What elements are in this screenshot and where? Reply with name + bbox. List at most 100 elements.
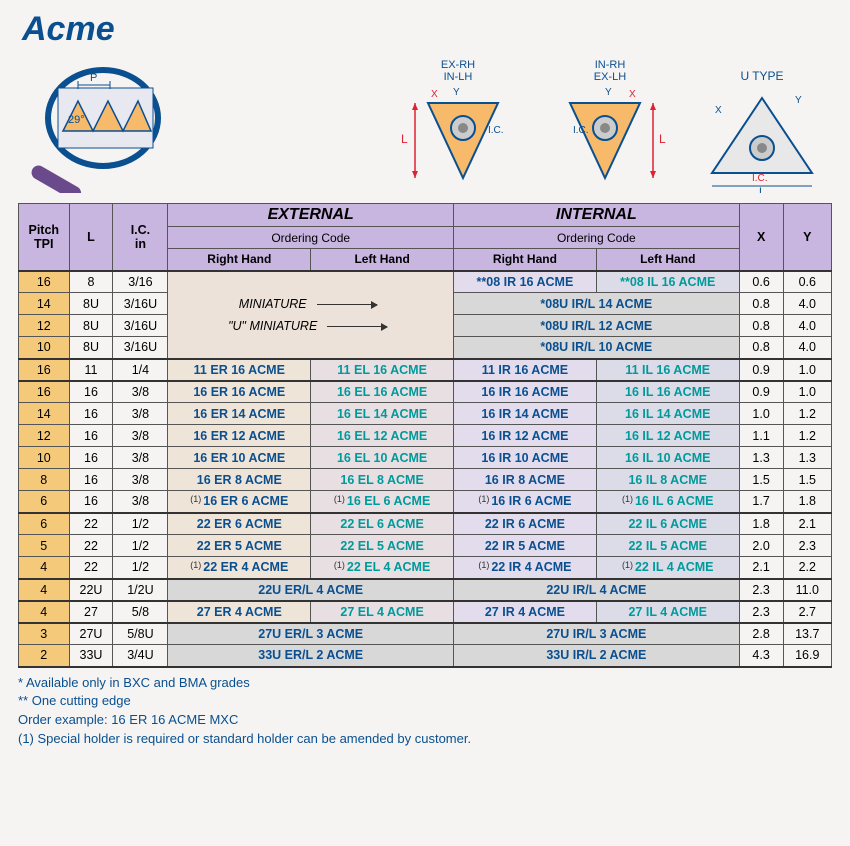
table-cell: 2.3	[739, 601, 783, 623]
table-cell: 2.1	[739, 557, 783, 579]
hdr-L: L	[69, 204, 113, 271]
table-cell: 2.2	[783, 557, 831, 579]
table-cell: 22 EL 5 ACME	[311, 535, 454, 557]
thread-profile-diagram: P 29°	[18, 53, 218, 195]
table-cell: 1.2	[783, 403, 831, 425]
miniature-note: MINIATURE"U" MINIATURE	[168, 271, 454, 359]
table-cell: 0.6	[739, 271, 783, 293]
table-cell: *08U IR/L 10 ACME	[454, 337, 740, 359]
table-cell: 11 ER 16 ACME	[168, 359, 311, 381]
table-cell: 11 EL 16 ACME	[311, 359, 454, 381]
table-cell: 6	[19, 491, 70, 513]
table-cell: 16 IR 16 ACME	[454, 381, 597, 403]
table-cell: (1)22 IL 4 ACME	[596, 557, 739, 579]
table-cell: 1.2	[783, 425, 831, 447]
table-cell: 10	[19, 337, 70, 359]
lbl-in-lh: IN-LH	[444, 71, 473, 83]
table-cell: 0.9	[739, 381, 783, 403]
table-cell: 6	[19, 513, 70, 535]
table-cell: 11	[69, 359, 113, 381]
footnote: ** One cutting edge	[18, 692, 832, 711]
table-cell: 3/16U	[113, 337, 168, 359]
table-cell: (1)16 ER 6 ACME	[168, 491, 311, 513]
hdr-X: X	[739, 204, 783, 271]
table-cell: 3/8	[113, 447, 168, 469]
table-cell: 5	[19, 535, 70, 557]
insert-diagram-in-rh: IN-RH EX-LH I.C. L X Y	[540, 59, 680, 195]
footnote: Order example: 16 ER 16 ACME MXC	[18, 711, 832, 730]
table-cell: 22 IR 6 ACME	[454, 513, 597, 535]
table-cell: 16 IR 8 ACME	[454, 469, 597, 491]
table-cell: 0.9	[739, 359, 783, 381]
table-cell: 2	[19, 645, 70, 667]
table-cell: 11.0	[783, 579, 831, 601]
table-cell: 1.0	[739, 403, 783, 425]
table-cell: 22 IL 6 ACME	[596, 513, 739, 535]
table-cell: 3/8	[113, 491, 168, 513]
svg-text:I.C.: I.C.	[752, 173, 768, 184]
table-cell: 22U	[69, 579, 113, 601]
table-cell: 10	[19, 447, 70, 469]
table-cell: 16 ER 12 ACME	[168, 425, 311, 447]
table-cell: 16 IL 16 ACME	[596, 381, 739, 403]
lbl-in-rh: IN-RH	[595, 59, 626, 71]
table-cell: 16 ER 8 ACME	[168, 469, 311, 491]
table-cell: 1/2U	[113, 579, 168, 601]
table-cell: 16 EL 16 ACME	[311, 381, 454, 403]
table-cell: 3/16U	[113, 293, 168, 315]
svg-text:X: X	[629, 89, 636, 100]
svg-text:X: X	[715, 105, 722, 116]
table-cell: 1.0	[783, 381, 831, 403]
svg-text:L: L	[759, 186, 765, 193]
table-cell: 16 IL 14 ACME	[596, 403, 739, 425]
svg-text:Y: Y	[605, 87, 612, 98]
table-cell: 16 IL 12 ACME	[596, 425, 739, 447]
table-cell: 22	[69, 557, 113, 579]
table-cell: 5/8	[113, 601, 168, 623]
table-cell: 1/2	[113, 557, 168, 579]
table-cell: 16.9	[783, 645, 831, 667]
table-cell: 3/4U	[113, 645, 168, 667]
table-cell: 3/8	[113, 469, 168, 491]
table-cell: 22U IR/L 4 ACME	[454, 579, 740, 601]
svg-text:X: X	[431, 89, 438, 100]
table-cell: 22 IR 5 ACME	[454, 535, 597, 557]
svg-text:L: L	[659, 132, 666, 146]
spec-table: PitchTPI L I.C.in EXTERNAL INTERNAL X Y …	[18, 203, 832, 668]
table-cell: 0.8	[739, 315, 783, 337]
table-body: 1683/16MINIATURE"U" MINIATURE**08 IR 16 …	[19, 271, 832, 667]
table-cell: 22U ER/L 4 ACME	[168, 579, 454, 601]
table-cell: 1.5	[783, 469, 831, 491]
hdr-ext-rh: Right Hand	[168, 249, 311, 271]
table-cell: 2.0	[739, 535, 783, 557]
table-cell: 16 IR 10 ACME	[454, 447, 597, 469]
hdr-ext-lh: Left Hand	[311, 249, 454, 271]
table-cell: 27U	[69, 623, 113, 645]
page-title: Acme	[22, 10, 832, 49]
table-cell: 1.7	[739, 491, 783, 513]
table-cell: (1)22 EL 4 ACME	[311, 557, 454, 579]
table-cell: 27U IR/L 3 ACME	[454, 623, 740, 645]
footnote: (1) Special holder is required or standa…	[18, 730, 832, 749]
table-cell: 14	[19, 293, 70, 315]
hdr-external: EXTERNAL	[168, 204, 454, 227]
table-cell: 16	[69, 469, 113, 491]
table-cell: 16	[69, 381, 113, 403]
table-cell: 1.5	[739, 469, 783, 491]
table-cell: 22	[69, 513, 113, 535]
table-cell: 16 ER 10 ACME	[168, 447, 311, 469]
table-cell: 4	[19, 579, 70, 601]
table-cell: 33U IR/L 2 ACME	[454, 645, 740, 667]
table-cell: 1/4	[113, 359, 168, 381]
table-cell: 16 ER 16 ACME	[168, 381, 311, 403]
table-cell: 27 ER 4 ACME	[168, 601, 311, 623]
table-cell: 33U ER/L 2 ACME	[168, 645, 454, 667]
table-cell: 16 IL 10 ACME	[596, 447, 739, 469]
table-cell: 2.8	[739, 623, 783, 645]
table-cell: 27	[69, 601, 113, 623]
svg-text:Y: Y	[453, 87, 460, 98]
svg-text:Y: Y	[795, 95, 802, 106]
table-cell: 16 EL 12 ACME	[311, 425, 454, 447]
table-cell: 1/2	[113, 513, 168, 535]
svg-text:L: L	[401, 132, 408, 146]
